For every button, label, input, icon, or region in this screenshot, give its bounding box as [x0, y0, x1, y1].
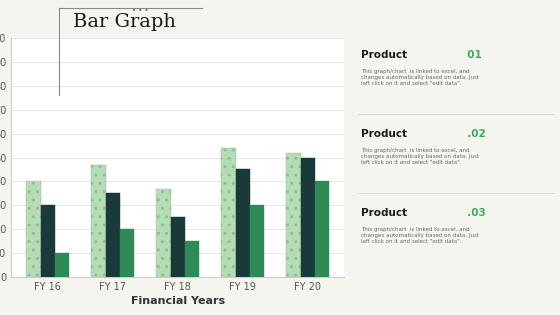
Bar — [185, 241, 199, 277]
Text: This graph/chart  is linked to excel, and
changes automatically based on data. J: This graph/chart is linked to excel, and… — [362, 227, 479, 243]
X-axis label: Financial Years: Financial Years — [130, 296, 225, 306]
Bar — [106, 193, 120, 277]
Bar — [55, 253, 69, 277]
Text: This graph/chart  is linked to excel, and
changes automatically based on data. J: This graph/chart is linked to excel, and… — [362, 69, 479, 85]
Bar — [120, 229, 134, 277]
Text: Product: Product — [362, 129, 408, 139]
Bar — [315, 181, 329, 277]
Bar — [156, 189, 171, 277]
Bar — [171, 217, 185, 277]
Bar — [250, 205, 264, 277]
Bar — [301, 158, 315, 277]
Bar — [221, 148, 236, 277]
Bar — [41, 205, 55, 277]
Bar — [286, 153, 301, 277]
Bar — [91, 165, 106, 277]
Text: Product: Product — [362, 50, 408, 60]
Text: Bar Graph: Bar Graph — [73, 13, 176, 31]
Bar — [26, 181, 41, 277]
Bar — [236, 169, 250, 277]
Text: This graph/chart  is linked to excel, and
changes automatically based on data. J: This graph/chart is linked to excel, and… — [362, 148, 479, 164]
Text: .03: .03 — [460, 208, 486, 218]
Text: 01: 01 — [460, 50, 482, 60]
Text: Product: Product — [362, 208, 408, 218]
Text: .02: .02 — [460, 129, 486, 139]
Text: • • •: • • • — [132, 8, 148, 14]
